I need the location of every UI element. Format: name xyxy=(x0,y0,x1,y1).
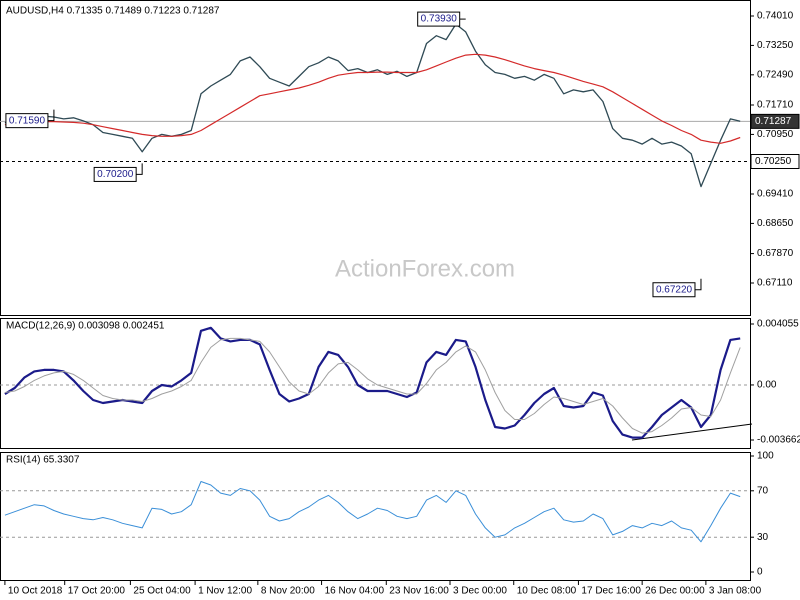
y-tick-label: 0.69410 xyxy=(757,189,794,200)
x-tick-label: 3 Dec 00:00 xyxy=(453,586,507,597)
series-line xyxy=(4,481,741,543)
x-tick-label: 3 Jan 08:00 xyxy=(709,586,762,597)
x-tick-label: 10 Oct 2018 xyxy=(8,586,63,597)
x-tick-label: 8 Nov 20:00 xyxy=(261,586,315,597)
series-line xyxy=(4,337,741,434)
annotation-label: 0.73930 xyxy=(421,14,458,25)
y-tick-label: 0.67110 xyxy=(757,278,793,289)
series-line xyxy=(4,326,741,439)
annotation-box xyxy=(652,282,696,298)
annotation-label: 0.71590 xyxy=(9,115,46,126)
watermark: ActionForex.com xyxy=(335,255,515,282)
y-tick-label: 70 xyxy=(757,485,769,496)
y-tick-label: 0.73250 xyxy=(757,40,794,51)
annotation-pointer xyxy=(136,163,143,175)
y-tick-label: 0.70950 xyxy=(757,129,794,140)
level-label: 0.70250 xyxy=(755,156,792,167)
y-tick-label: 0.67870 xyxy=(757,248,794,259)
x-tick-label: 17 Oct 20:00 xyxy=(68,586,126,597)
y-tick-label: 30 xyxy=(757,532,769,543)
x-tick-label: 1 Nov 12:00 xyxy=(198,586,252,597)
y-tick-label: -0.003662 xyxy=(757,435,800,446)
level-label-box xyxy=(750,153,800,169)
macd-title: MACD(12,26,9) 0.003098 0.002451 xyxy=(6,321,165,332)
y-tick-label: 0.71710 xyxy=(757,100,794,111)
series-line xyxy=(4,23,741,188)
y-tick-label: 0.00 xyxy=(757,380,777,391)
annotation-pointer xyxy=(47,109,55,122)
rsi-panel xyxy=(0,452,751,581)
x-tick-label: 25 Oct 04:00 xyxy=(133,586,191,597)
y-tick-label: 0.004055 xyxy=(757,319,799,330)
rsi-title: RSI(14) 65.3307 xyxy=(6,455,80,466)
annotation-label: 0.67220 xyxy=(656,284,693,295)
annotation-box xyxy=(93,166,137,182)
y-tick-label: 0.74010 xyxy=(757,11,794,22)
level-label-box xyxy=(750,113,800,129)
trend-line xyxy=(631,423,753,441)
x-tick-label: 16 Nov 04:00 xyxy=(325,586,385,597)
y-tick-label: 0.68650 xyxy=(757,218,794,229)
annotation-box xyxy=(417,11,461,27)
y-tick-label: 0.72490 xyxy=(757,69,794,80)
level-label: 0.71287 xyxy=(755,116,792,127)
series-line xyxy=(4,53,741,144)
x-tick-label: 10 Dec 08:00 xyxy=(517,586,577,597)
macd-panel xyxy=(0,318,751,449)
annotation-pointer xyxy=(694,278,702,291)
y-tick-label: 100 xyxy=(757,451,774,462)
y-tick-label: 0 xyxy=(757,567,763,578)
annotation-box xyxy=(5,113,49,129)
x-tick-label: 26 Dec 00:00 xyxy=(645,586,705,597)
x-tick-label: 17 Dec 16:00 xyxy=(581,586,641,597)
x-tick-label: 23 Nov 16:00 xyxy=(389,586,449,597)
price-title: AUDUSD,H4 0.71335 0.71489 0.71223 0.7128… xyxy=(6,6,220,17)
annotation-label: 0.70200 xyxy=(97,169,134,180)
